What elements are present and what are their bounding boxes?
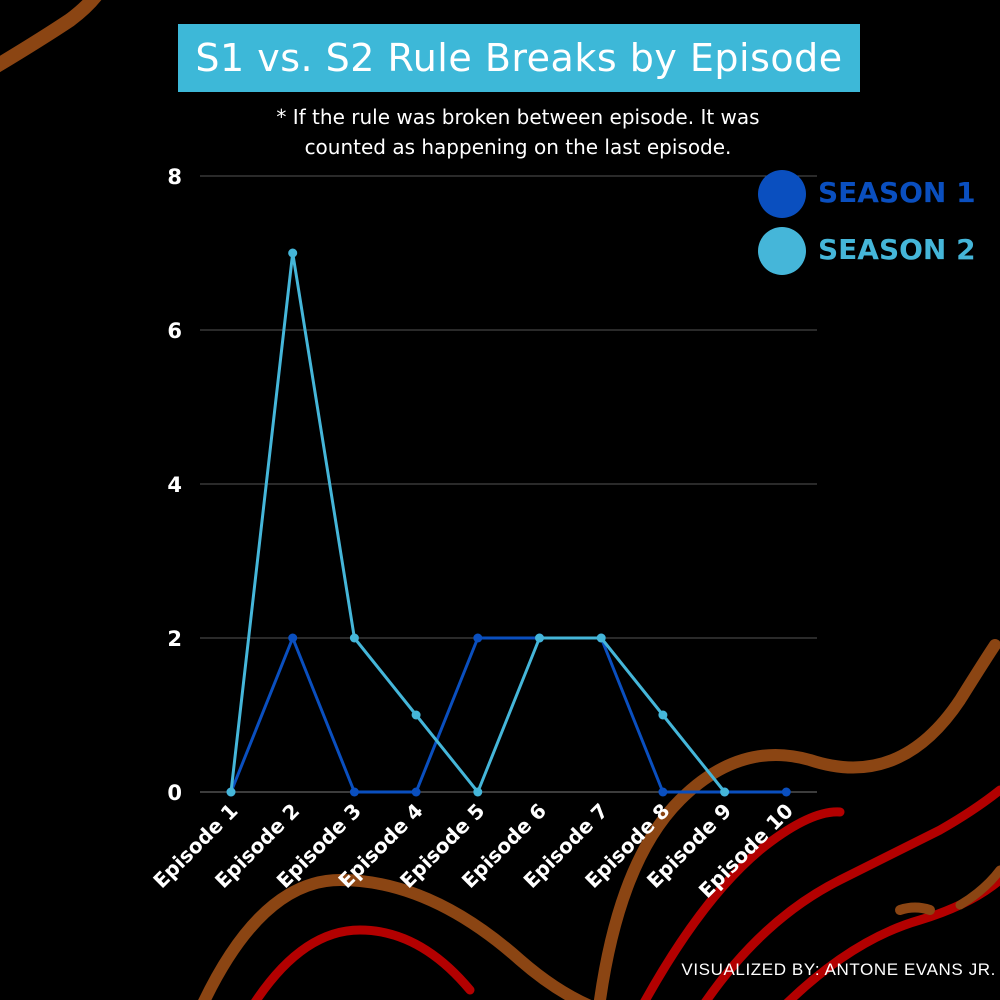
chart-title-box: S1 vs. S2 Rule Breaks by Episode [178,24,860,92]
data-point-season-1 [288,633,298,643]
credit-text: VISUALIZED BY: ANTONE EVANS JR. [681,960,996,979]
season-2-legend-dot [758,227,806,275]
season-1-legend-dot [758,170,806,218]
data-point-season-1 [781,787,791,797]
subtitle-line-2: counted as happening on the last episode… [304,135,732,159]
subtitle-line-1: * If the rule was broken between episode… [276,105,760,129]
data-point-season-1 [473,633,483,643]
data-point-season-2 [288,248,298,258]
data-point-season-1 [349,787,359,797]
y-tick-label: 8 [167,165,182,189]
y-tick-label: 0 [167,781,182,805]
data-point-season-1 [658,787,668,797]
season-1-legend-label: SEASON 1 [818,176,976,209]
data-point-season-2 [473,787,483,797]
legend-item-season-1: SEASON 1 [758,170,998,220]
season-2-legend-label: SEASON 2 [818,233,976,266]
data-point-season-2 [658,710,668,720]
y-tick-label: 4 [167,473,182,497]
series-line-season-1 [229,636,787,794]
data-point-season-2 [596,633,606,643]
data-point-season-2 [349,633,359,643]
data-point-season-1 [411,787,421,797]
data-point-season-2 [720,787,730,797]
data-point-season-2 [226,787,236,797]
series-line-season-2 [229,251,726,794]
chart-subtitle: * If the rule was broken between episode… [200,102,836,162]
legend-item-season-2: SEASON 2 [758,227,998,277]
y-tick-label: 6 [167,319,182,343]
data-point-season-2 [411,710,421,720]
data-point-season-2 [535,633,544,643]
y-tick-label: 2 [167,627,182,651]
chart-title: S1 vs. S2 Rule Breaks by Episode [195,36,843,80]
